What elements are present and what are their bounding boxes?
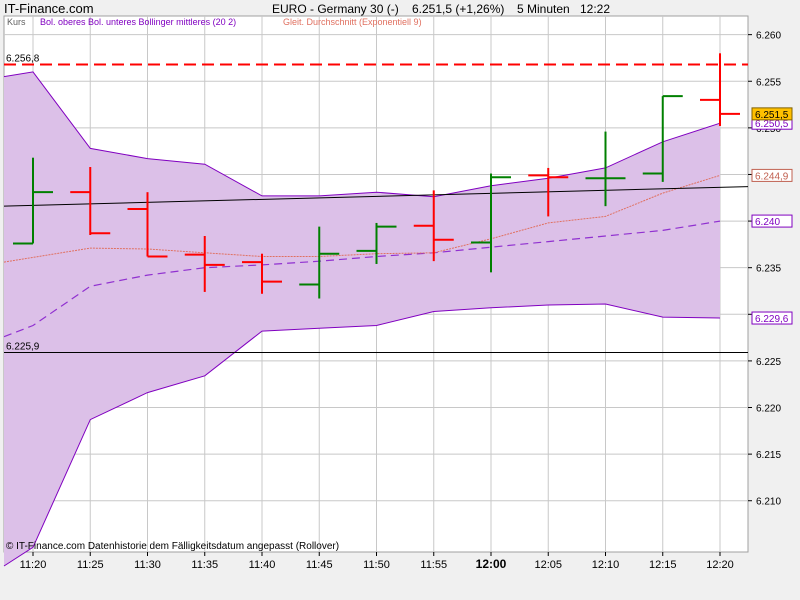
x-tick-label: 11:55 xyxy=(420,559,447,571)
bollinger-band-fill xyxy=(4,71,720,567)
x-tick-label: 11:45 xyxy=(306,559,333,571)
y-tick-label: 6.220 xyxy=(756,404,781,415)
x-tick-label: 12:00 xyxy=(476,557,507,571)
x-tick-label: 12:20 xyxy=(706,559,734,571)
legend-kurs: Kurs xyxy=(7,17,26,27)
bollinger-upper-line xyxy=(3,71,721,198)
price-tag-bol_lower xyxy=(751,311,793,325)
bollinger-middle-line xyxy=(3,220,721,338)
price-tag-ema xyxy=(751,168,793,182)
y-tick-label: 6.210 xyxy=(756,497,781,508)
y-tick-label: 6.255 xyxy=(756,77,781,88)
price-change-label: 6.251,5 (+1,26%) xyxy=(412,2,504,16)
x-tick-label: 12:05 xyxy=(534,559,562,571)
price-tag-bol_mid xyxy=(751,214,793,228)
x-tick-label: 11:40 xyxy=(249,559,276,571)
x-tick-label: 11:30 xyxy=(134,559,161,571)
trend-line xyxy=(3,186,749,207)
brand-label: IT-Finance.com xyxy=(4,1,94,16)
price-tag-label-price: 6.251,5 xyxy=(755,110,789,121)
bollinger-lower-line xyxy=(3,303,721,567)
reference-lines: 6.256,8 6.225,9 xyxy=(4,53,748,354)
price-tag-price xyxy=(751,107,793,121)
time-label: 12:22 xyxy=(580,2,610,16)
chart-title: EURO - Germany 30 (-) xyxy=(272,2,399,16)
interval-label: 5 Minuten xyxy=(517,2,570,16)
x-tick-label: 11:50 xyxy=(363,559,390,571)
header: IT-Finance.com EURO - Germany 30 (-) 6.2… xyxy=(4,1,610,16)
price-tag-label-bol_lower: 6.229,6 xyxy=(755,314,789,325)
price-tag-label-bol_mid: 6.240 xyxy=(755,217,780,228)
y-tick-label: 6.235 xyxy=(756,264,781,275)
legend-ema: Gleit. Durchschnitt (Exponentiell 9) xyxy=(283,17,422,27)
x-tick-label: 12:10 xyxy=(592,559,620,571)
legend-bollinger: Bol. oberes Bol. unteres Bollinger mittl… xyxy=(40,17,236,27)
x-tick-label: 11:20 xyxy=(20,559,47,571)
legend: Kurs Bol. oberes Bol. unteres Bollinger … xyxy=(7,17,422,27)
ref-label-low: 6.225,9 xyxy=(6,342,40,353)
x-tick-label: 12:15 xyxy=(649,559,677,571)
ema-line xyxy=(3,174,721,263)
price-tag-label-bol_upper: 6.250,5 xyxy=(755,119,789,130)
ohlc-bars xyxy=(13,53,740,299)
bollinger-band xyxy=(3,71,721,567)
price-tags: 6.229,6 6.240 6.244,9 6.250,56.251,5 xyxy=(751,107,793,325)
y-tick-label: 6.225 xyxy=(756,357,781,368)
x-tick-label: 11:35 xyxy=(191,559,218,571)
indicator-lines xyxy=(3,174,749,338)
y-tick-label: 6.260 xyxy=(756,31,781,42)
price-tag-label-ema: 6.244,9 xyxy=(755,171,789,182)
x-axis: 11:20 11:25 11:30 11:35 11:40 11:45 11:50 11:55… xyxy=(20,552,734,571)
ref-label-high: 6.256,8 xyxy=(6,53,40,64)
y-tick-label: 6.215 xyxy=(756,450,781,461)
footer-source: © IT-Finance.com Datenhistorie dem Fälli… xyxy=(6,541,339,552)
x-tick-label: 11:25 xyxy=(77,559,104,571)
